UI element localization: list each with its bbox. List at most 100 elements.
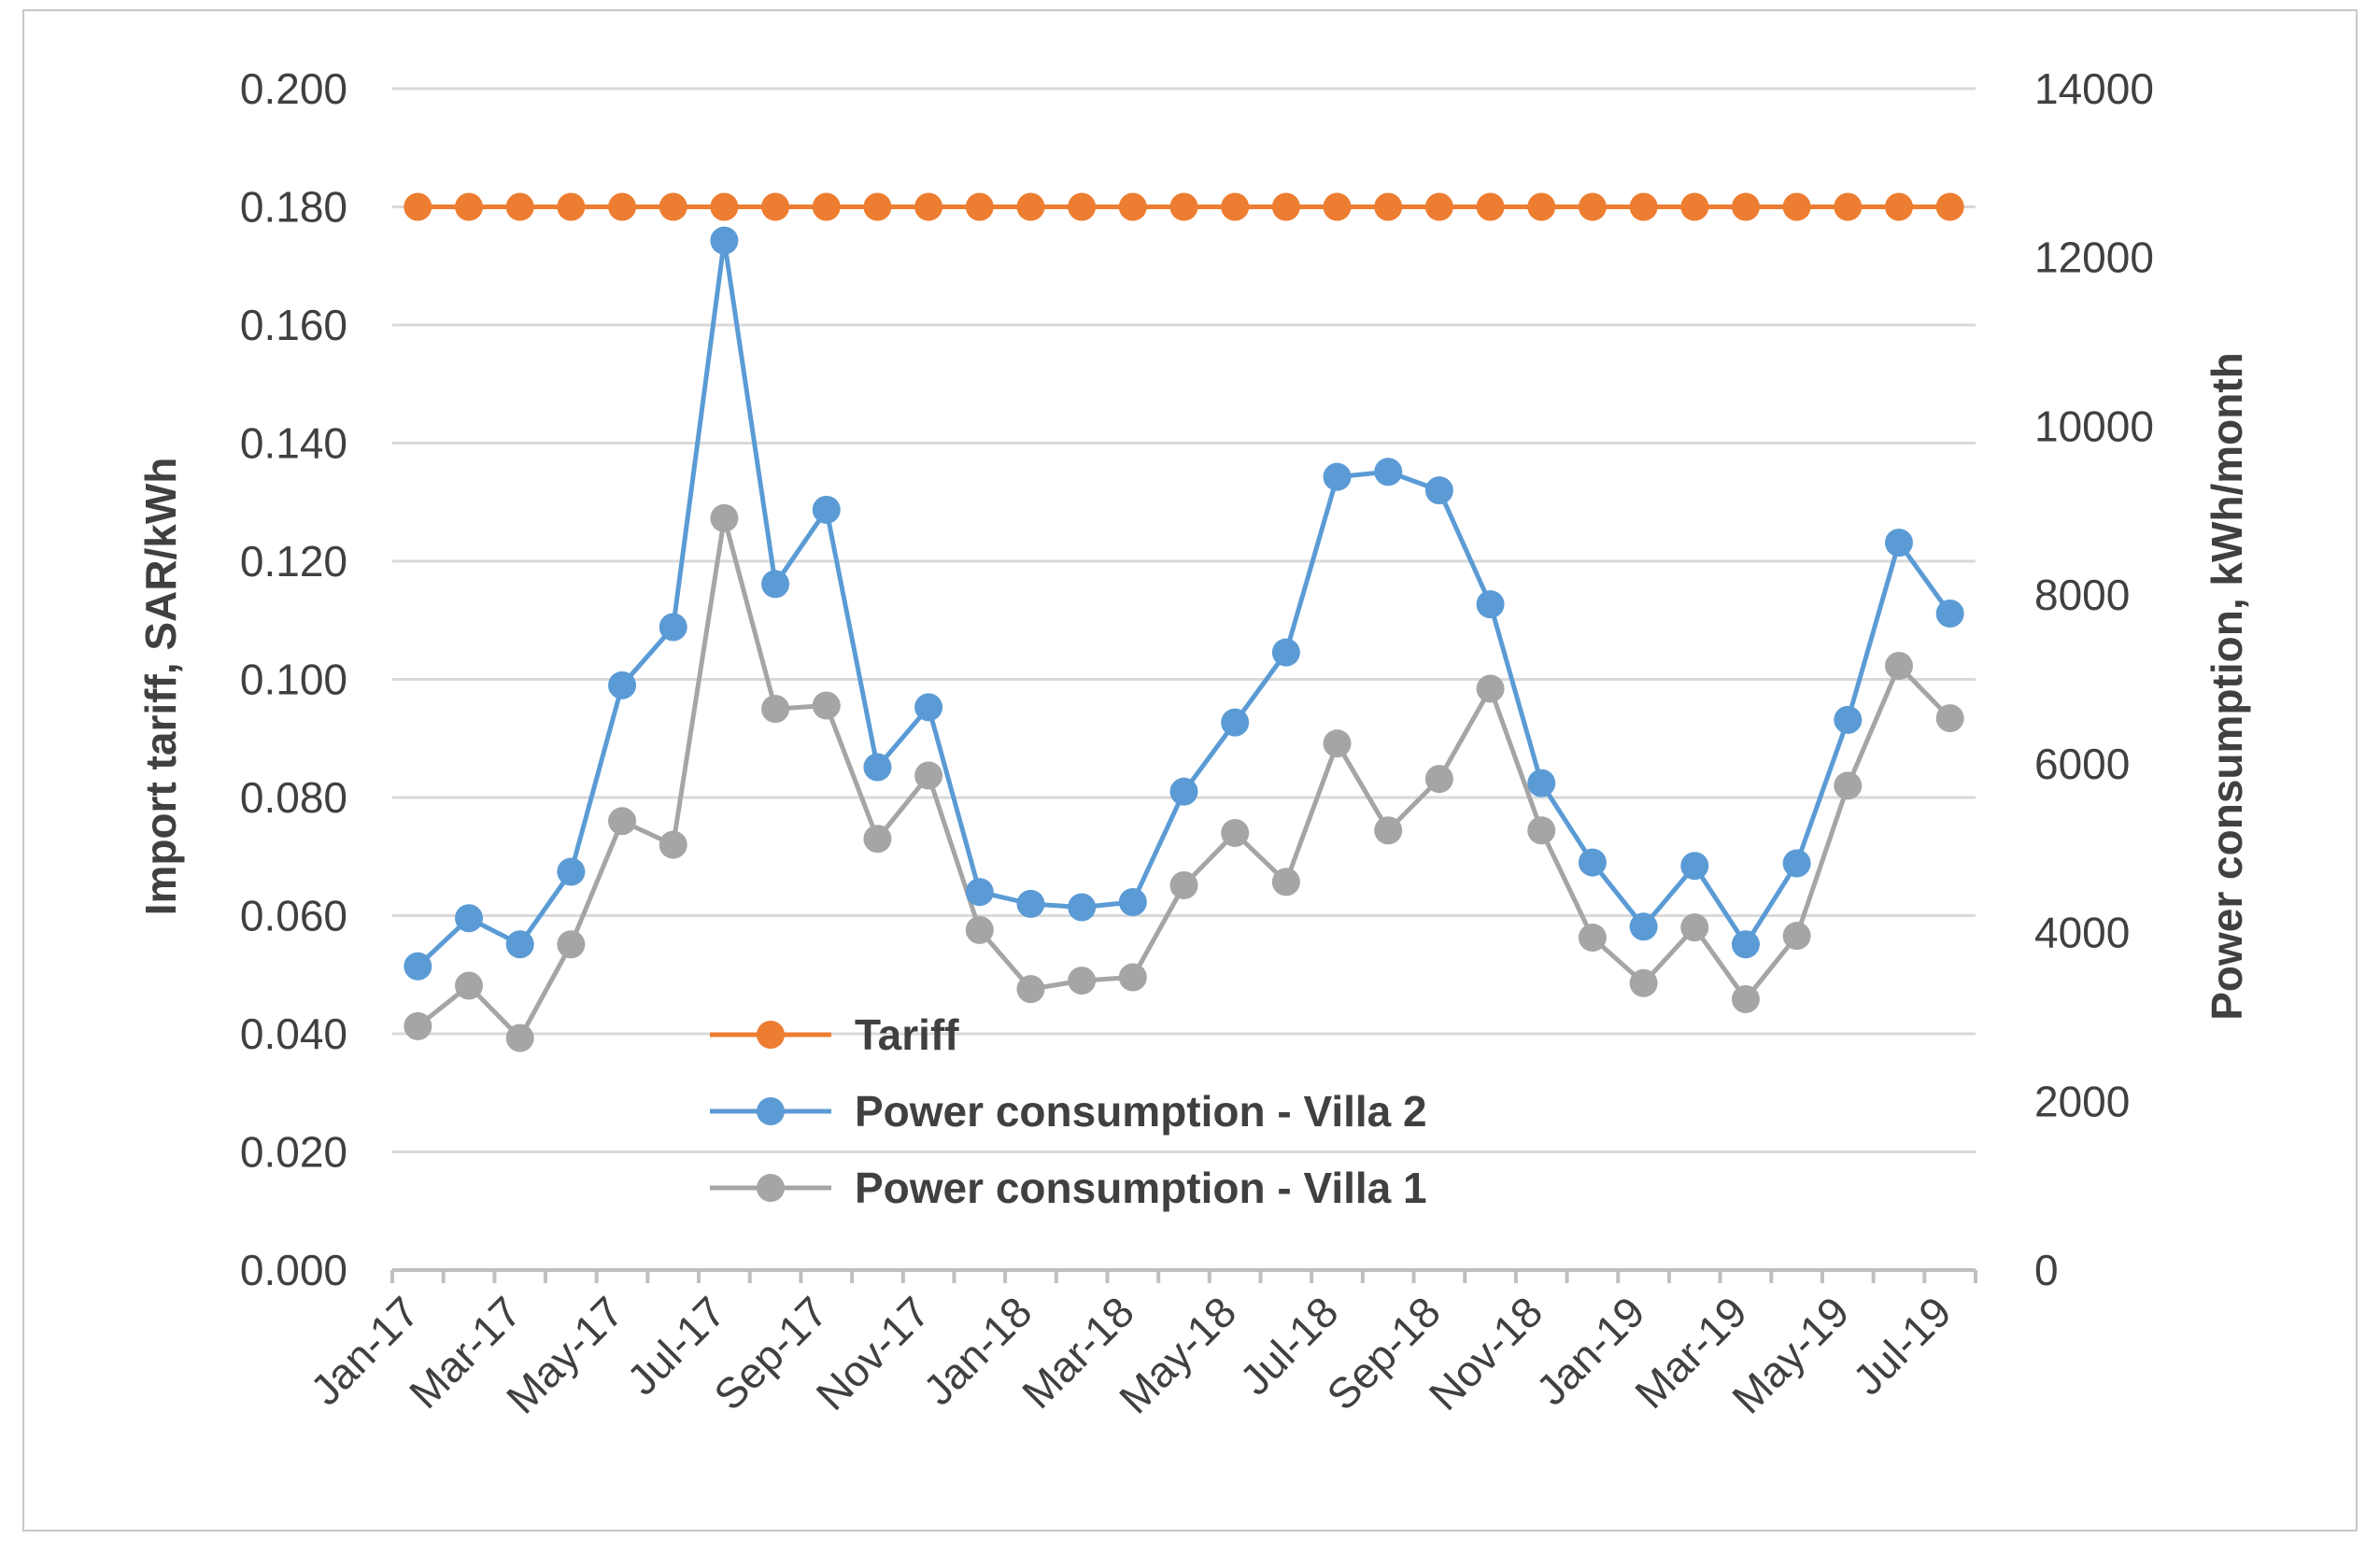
- data-point[interactable]: [557, 930, 586, 959]
- data-point[interactable]: [1884, 529, 1913, 558]
- data-point[interactable]: [1935, 600, 1964, 628]
- data-point[interactable]: [608, 192, 637, 221]
- data-point[interactable]: [1578, 848, 1607, 877]
- data-point[interactable]: [1323, 729, 1352, 758]
- data-point[interactable]: [863, 825, 892, 854]
- data-point[interactable]: [1731, 984, 1760, 1013]
- data-point[interactable]: [1884, 192, 1913, 221]
- data-point[interactable]: [1782, 192, 1811, 221]
- data-point[interactable]: [608, 807, 637, 836]
- data-point[interactable]: [1169, 870, 1198, 899]
- data-point[interactable]: [404, 1011, 432, 1040]
- data-point[interactable]: [812, 495, 841, 524]
- data-point[interactable]: [914, 761, 943, 790]
- data-point[interactable]: [557, 857, 586, 886]
- x-tick-label: Jan-18: [914, 1287, 1041, 1414]
- data-point[interactable]: [1374, 816, 1403, 845]
- data-point[interactable]: [1680, 913, 1709, 942]
- data-point[interactable]: [659, 613, 687, 642]
- data-point[interactable]: [914, 693, 943, 722]
- data-point[interactable]: [1424, 765, 1453, 794]
- data-point[interactable]: [1476, 192, 1505, 221]
- data-point[interactable]: [1629, 192, 1658, 221]
- data-point[interactable]: [1221, 708, 1250, 737]
- data-point[interactable]: [1016, 975, 1045, 1004]
- data-point[interactable]: [761, 695, 790, 724]
- data-point[interactable]: [761, 192, 790, 221]
- data-point[interactable]: [1118, 963, 1147, 992]
- data-point[interactable]: [659, 192, 687, 221]
- data-point[interactable]: [1068, 192, 1097, 221]
- data-point[interactable]: [505, 930, 534, 959]
- data-point[interactable]: [1834, 192, 1863, 221]
- data-point[interactable]: [710, 503, 739, 532]
- data-point[interactable]: [1016, 192, 1045, 221]
- data-point[interactable]: [1782, 922, 1811, 951]
- data-point[interactable]: [863, 753, 892, 782]
- data-point[interactable]: [455, 192, 484, 221]
- data-point[interactable]: [1118, 888, 1147, 917]
- data-point[interactable]: [812, 192, 841, 221]
- data-point[interactable]: [1323, 462, 1352, 491]
- data-point[interactable]: [710, 192, 739, 221]
- data-point[interactable]: [1374, 192, 1403, 221]
- data-point[interactable]: [659, 830, 687, 859]
- data-point[interactable]: [505, 192, 534, 221]
- data-point[interactable]: [1731, 192, 1760, 221]
- data-point[interactable]: [1068, 967, 1097, 995]
- data-point[interactable]: [1629, 968, 1658, 997]
- data-point[interactable]: [1374, 458, 1403, 487]
- data-point[interactable]: [455, 971, 484, 1000]
- x-tick-label: Sep-18: [1317, 1287, 1450, 1419]
- data-point[interactable]: [505, 1024, 534, 1052]
- data-point[interactable]: [455, 904, 484, 933]
- right-tick-label: 14000: [2034, 64, 2154, 113]
- data-point[interactable]: [1629, 912, 1658, 941]
- data-point[interactable]: [1221, 192, 1250, 221]
- legend-item[interactable]: Power consumption - Villa 1: [710, 1164, 1427, 1212]
- data-point[interactable]: [1221, 818, 1250, 847]
- data-point[interactable]: [1527, 769, 1556, 798]
- data-point[interactable]: [965, 915, 994, 944]
- data-point[interactable]: [914, 192, 943, 221]
- data-point[interactable]: [1424, 476, 1453, 505]
- legend[interactable]: Tariff Power consumption - Villa 2 Power c…: [710, 1010, 1427, 1212]
- data-point[interactable]: [863, 192, 892, 221]
- data-point[interactable]: [1578, 923, 1607, 952]
- data-point[interactable]: [761, 570, 790, 599]
- data-point[interactable]: [1834, 771, 1863, 800]
- legend-item[interactable]: Tariff: [710, 1010, 959, 1059]
- data-point[interactable]: [1476, 674, 1505, 703]
- data-point[interactable]: [1476, 590, 1505, 619]
- data-point[interactable]: [1118, 192, 1147, 221]
- data-point[interactable]: [1680, 852, 1709, 881]
- data-point[interactable]: [404, 192, 432, 221]
- data-point[interactable]: [557, 192, 586, 221]
- data-point[interactable]: [710, 226, 739, 255]
- data-point[interactable]: [1680, 192, 1709, 221]
- data-point[interactable]: [1527, 816, 1556, 845]
- data-point[interactable]: [1884, 652, 1913, 681]
- data-point[interactable]: [1935, 192, 1964, 221]
- data-point[interactable]: [1169, 192, 1198, 221]
- data-point[interactable]: [965, 192, 994, 221]
- data-point[interactable]: [1169, 777, 1198, 806]
- data-point[interactable]: [1271, 192, 1300, 221]
- data-point[interactable]: [608, 671, 637, 699]
- data-point[interactable]: [812, 691, 841, 720]
- data-point[interactable]: [1782, 849, 1811, 878]
- data-point[interactable]: [1527, 192, 1556, 221]
- data-point[interactable]: [1731, 930, 1760, 959]
- data-point[interactable]: [1424, 192, 1453, 221]
- data-point[interactable]: [1834, 705, 1863, 734]
- data-point[interactable]: [404, 952, 432, 981]
- data-point[interactable]: [965, 878, 994, 907]
- data-point[interactable]: [1578, 192, 1607, 221]
- data-point[interactable]: [1271, 868, 1300, 897]
- data-point[interactable]: [1271, 638, 1300, 667]
- data-point[interactable]: [1016, 889, 1045, 918]
- data-point[interactable]: [1935, 704, 1964, 733]
- data-point[interactable]: [1068, 893, 1097, 922]
- data-point[interactable]: [1323, 192, 1352, 221]
- legend-item[interactable]: Power consumption - Villa 2: [710, 1087, 1427, 1136]
